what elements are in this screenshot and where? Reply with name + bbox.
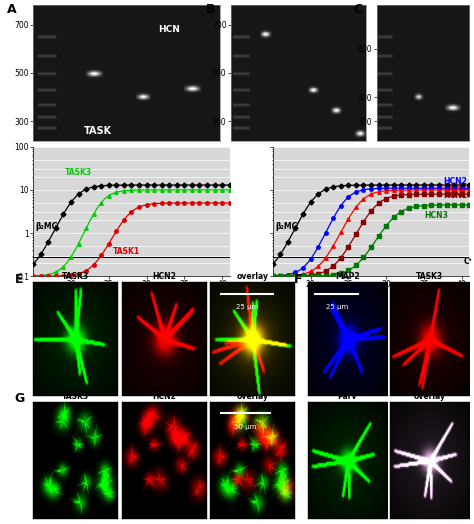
Text: HCN4: HCN4 bbox=[443, 184, 467, 193]
Text: HCN1: HCN1 bbox=[443, 191, 467, 200]
Text: TASK3: TASK3 bbox=[62, 391, 89, 401]
Text: HCN2: HCN2 bbox=[152, 272, 176, 281]
Text: 25 μm: 25 μm bbox=[326, 304, 348, 310]
Text: β₂MG: β₂MG bbox=[36, 222, 58, 231]
Text: MAP2: MAP2 bbox=[335, 272, 360, 281]
Text: E: E bbox=[15, 274, 23, 286]
Text: HCN: HCN bbox=[158, 25, 180, 34]
Text: overlay: overlay bbox=[414, 391, 446, 401]
Text: 50 μm: 50 μm bbox=[235, 424, 257, 430]
Text: Cᵗ: Cᵗ bbox=[464, 257, 473, 266]
Text: TASK1: TASK1 bbox=[112, 247, 140, 256]
Text: overlay: overlay bbox=[237, 391, 268, 401]
Text: TASK3: TASK3 bbox=[62, 272, 89, 281]
Text: overlay: overlay bbox=[237, 272, 268, 281]
Text: Parv: Parv bbox=[337, 391, 357, 401]
Text: B: B bbox=[206, 3, 216, 16]
Text: C: C bbox=[354, 3, 363, 16]
Text: F: F bbox=[293, 274, 302, 286]
Text: β₂MG: β₂MG bbox=[275, 222, 298, 231]
Text: HCN2: HCN2 bbox=[152, 391, 176, 401]
Text: A: A bbox=[7, 3, 17, 16]
Text: HCN3: HCN3 bbox=[424, 211, 448, 221]
Text: G: G bbox=[15, 392, 25, 406]
Text: TASK: TASK bbox=[84, 126, 112, 136]
Text: 25 μm: 25 μm bbox=[236, 304, 258, 310]
Text: TASK3: TASK3 bbox=[416, 272, 443, 281]
Text: HCN2: HCN2 bbox=[443, 177, 467, 185]
Text: TASK3: TASK3 bbox=[65, 168, 92, 177]
